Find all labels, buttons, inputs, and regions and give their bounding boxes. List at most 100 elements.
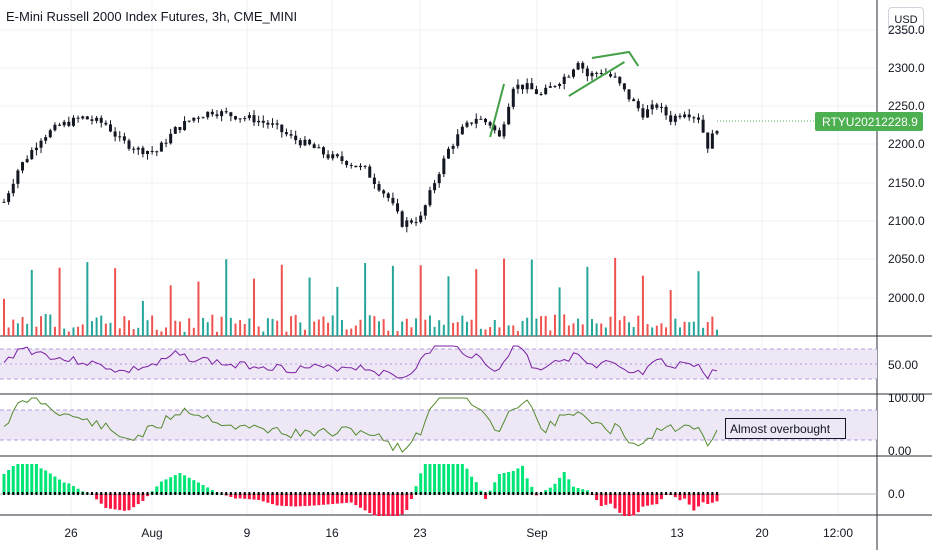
candle-body — [7, 193, 11, 202]
candle-body — [280, 124, 284, 133]
candle-body — [25, 159, 29, 163]
hist-dot — [609, 492, 612, 495]
volume-bar — [563, 314, 566, 336]
hist-bar — [30, 464, 34, 494]
volume-bar — [702, 327, 705, 336]
candle-body — [433, 183, 437, 191]
hist-bar — [470, 476, 474, 494]
volume-bar — [77, 326, 80, 336]
hist-dot — [155, 492, 158, 495]
candle-body — [118, 136, 122, 138]
hist-dot — [498, 492, 501, 495]
volume-bar — [540, 316, 543, 336]
candle-body — [122, 136, 126, 141]
volume-bar — [590, 318, 593, 336]
candle-body — [289, 134, 293, 136]
hist-dot — [521, 492, 524, 495]
volume-bar — [331, 315, 334, 336]
hist-bar — [595, 494, 599, 501]
hist-dot — [202, 492, 205, 495]
volume-bar — [160, 331, 163, 336]
hist-dot — [535, 492, 538, 495]
candle-body — [650, 104, 654, 110]
hist-bar — [136, 494, 140, 505]
hist-dot — [253, 492, 256, 495]
hist-bar — [530, 486, 534, 494]
candle-body — [442, 158, 446, 175]
hist-bar — [701, 494, 705, 503]
hist-bar — [604, 494, 608, 505]
volume-bar — [72, 327, 75, 336]
currency-button[interactable]: USD — [888, 7, 924, 33]
candle-body — [641, 108, 645, 118]
volume-bar — [262, 331, 265, 336]
candle-body — [474, 118, 478, 124]
volume-bar — [438, 320, 441, 336]
candle-body — [484, 118, 488, 123]
hist-dot — [558, 492, 561, 495]
candle-body — [308, 139, 312, 145]
price-label: 2150.0 — [888, 176, 925, 190]
candle-body — [2, 201, 6, 203]
hist-dot — [424, 492, 427, 495]
hist-bar — [673, 494, 677, 498]
candle-body — [298, 140, 302, 146]
candle-body — [141, 147, 145, 155]
hist-dot — [3, 492, 5, 495]
candle-body — [687, 114, 691, 118]
volume-bar — [623, 316, 626, 336]
candle-body — [692, 117, 696, 119]
candle-body — [113, 131, 117, 137]
hist-dot — [146, 492, 149, 495]
hist-dot — [438, 492, 441, 495]
price-label: 2250.0 — [888, 99, 925, 113]
hist-dot — [109, 492, 112, 495]
annotation-box[interactable]: Almost overbought — [725, 418, 846, 439]
volume-bar — [86, 262, 89, 336]
hist-dot — [452, 492, 455, 495]
volume-bar — [637, 315, 640, 336]
volume-bar — [572, 323, 575, 336]
hist-dot — [586, 492, 589, 495]
hist-bar — [326, 494, 330, 505]
volume-bar — [197, 281, 200, 336]
volume-bar — [165, 327, 168, 336]
hist-dot — [544, 492, 547, 495]
hist-bar — [349, 494, 353, 503]
hist-dot — [674, 492, 677, 495]
hist-axis-label: 0.0 — [888, 487, 905, 501]
volume-bar — [229, 317, 232, 336]
hist-bar — [400, 494, 404, 515]
candle-body — [317, 147, 321, 149]
hist-dot — [405, 492, 408, 495]
trendline — [489, 83, 505, 138]
hist-bar — [164, 479, 168, 494]
hist-dot — [225, 492, 228, 495]
hist-bar — [183, 475, 187, 494]
candle-body — [710, 133, 714, 149]
hist-bar — [493, 482, 497, 494]
candle-body — [368, 166, 372, 178]
volume-bar — [146, 320, 149, 336]
volume-bar — [178, 321, 181, 336]
hist-bar — [127, 494, 131, 511]
candle-body — [599, 72, 603, 74]
hist-dot — [470, 492, 473, 495]
hist-bar — [312, 494, 316, 506]
hist-bar — [484, 494, 488, 499]
volume-bar — [683, 321, 686, 336]
volume-bar — [202, 317, 205, 336]
candle-body — [233, 116, 237, 120]
volume-bar — [405, 318, 408, 336]
hist-dot — [165, 492, 168, 495]
volume-bar — [317, 319, 320, 336]
hist-dot — [507, 492, 510, 495]
hist-bar — [298, 494, 302, 507]
volume-bar — [128, 320, 131, 336]
hist-bar — [335, 494, 339, 504]
volume-bar — [442, 324, 445, 336]
chart-title: E-Mini Russell 2000 Index Futures, 3h, C… — [6, 9, 298, 24]
candle-body — [224, 111, 228, 113]
candle-body — [553, 85, 557, 87]
